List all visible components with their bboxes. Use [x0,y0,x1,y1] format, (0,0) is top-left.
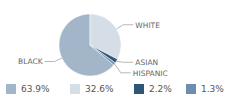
html-text:2.2%: 2.2% [149,84,172,94]
html-text:63.9%: 63.9% [21,84,50,94]
html-text:1.3%: 1.3% [201,84,224,94]
svg-text:HISPANIC: HISPANIC [133,69,168,78]
svg-text:WHITE: WHITE [135,21,160,30]
html-text:32.6%: 32.6% [85,84,114,94]
svg-text:ASIAN: ASIAN [135,58,158,67]
svg-text:BLACK: BLACK [18,57,44,66]
